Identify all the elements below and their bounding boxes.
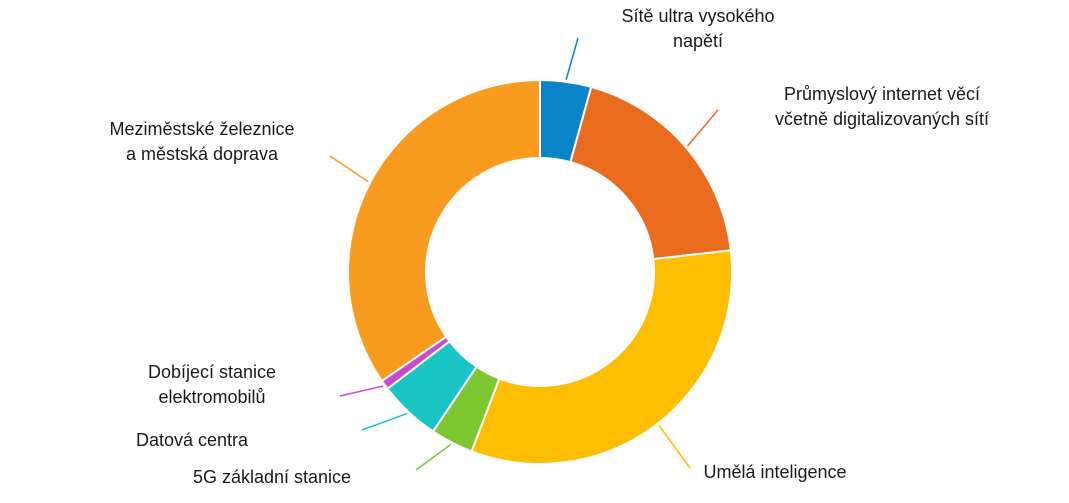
slice-mezimestske-zeleznice-a-mestska-doprava <box>347 78 541 383</box>
label-site-ultra-vysokeho-napeti: Sítě ultra vysokého napětí <box>621 6 774 51</box>
leader-line-prumyslovy-internet-veci-vcetne-digitalizovanych-siti <box>686 109 719 147</box>
leader-line-mezimestske-zeleznice-a-mestska-doprava <box>329 155 369 183</box>
leader-lines-group <box>329 37 719 471</box>
label-dobijeci-stanice-elektromobilu: Dobíjecí stanice elektromobilů <box>148 362 276 407</box>
slice-umela-inteligence <box>470 249 733 465</box>
label-prumyslovy-internet-veci-vcetne-digitalizovanych-siti: Průmyslový internet věcí včetně digitaliz… <box>775 84 989 129</box>
label-mezimestske-zeleznice-a-mestska-doprava: Meziměstské železnice a městská doprava <box>109 119 294 164</box>
leader-line-umela-inteligence <box>658 424 691 469</box>
leader-line-dobijeci-stanice-elektromobilu <box>339 385 384 397</box>
label-datova-centra: Datová centra <box>136 430 249 450</box>
label-umela-inteligence: Umělá inteligence <box>703 462 846 482</box>
slices-group <box>347 78 733 465</box>
label-5g-zakladni-stanice: 5G základní stanice <box>193 467 351 487</box>
slice-prumyslovy-internet-veci-vcetne-digitalizovanych-siti <box>569 85 732 261</box>
leader-line-5g-zakladni-stanice <box>415 443 452 471</box>
leader-line-datova-centra <box>361 412 408 431</box>
leader-line-site-ultra-vysokeho-napeti <box>565 37 579 80</box>
